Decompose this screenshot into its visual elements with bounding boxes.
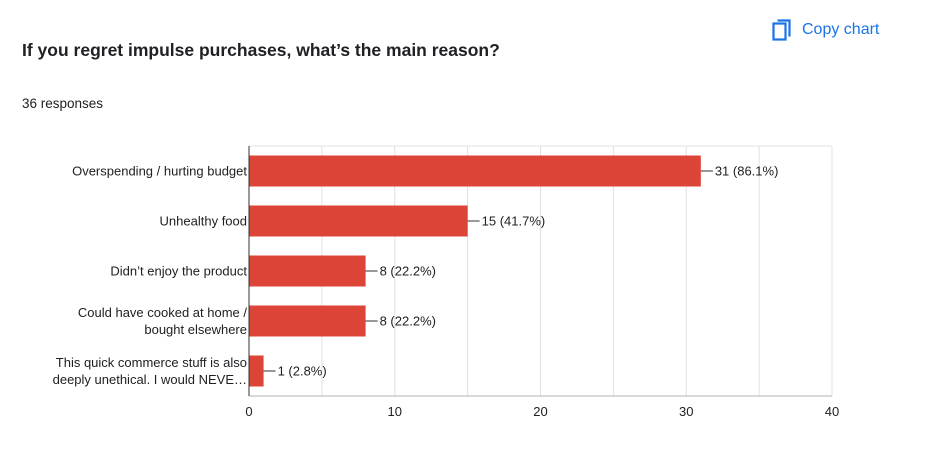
x-tick-label: 40: [825, 404, 839, 419]
copy-chart-label: Copy chart: [802, 21, 880, 38]
data-label: 15 (41.7%): [482, 214, 546, 229]
x-tick-label: 0: [245, 404, 252, 419]
bar: [249, 305, 366, 337]
bar: [249, 205, 468, 237]
bar: [249, 255, 366, 287]
category-label: This quick commerce stuff is also: [56, 355, 247, 370]
x-tick-label: 20: [533, 404, 547, 419]
bar: [249, 155, 701, 187]
x-tick-label: 10: [388, 404, 402, 419]
response-count: 36 responses: [22, 96, 104, 111]
copy-chart-button[interactable]: Copy chart: [772, 14, 879, 46]
category-label: bought elsewhere: [144, 322, 247, 337]
data-label: 31 (86.1%): [715, 164, 779, 179]
category-label: Didn’t enjoy the product: [110, 264, 247, 279]
category-label: Could have cooked at home /: [78, 305, 247, 320]
category-label: Unhealthy food: [160, 214, 247, 229]
bar: [249, 355, 264, 387]
x-tick-label: 30: [679, 404, 693, 419]
data-label: 1 (2.8%): [278, 364, 327, 379]
data-label: 8 (22.2%): [380, 314, 436, 329]
chart-title: If you regret impulse purchases, what’s …: [22, 40, 500, 60]
data-label: 8 (22.2%): [380, 264, 436, 279]
copy-icon: [772, 18, 792, 42]
category-label: Overspending / hurting budget: [72, 164, 247, 179]
category-label: deeply unethical. I would NEVE…: [53, 372, 247, 387]
